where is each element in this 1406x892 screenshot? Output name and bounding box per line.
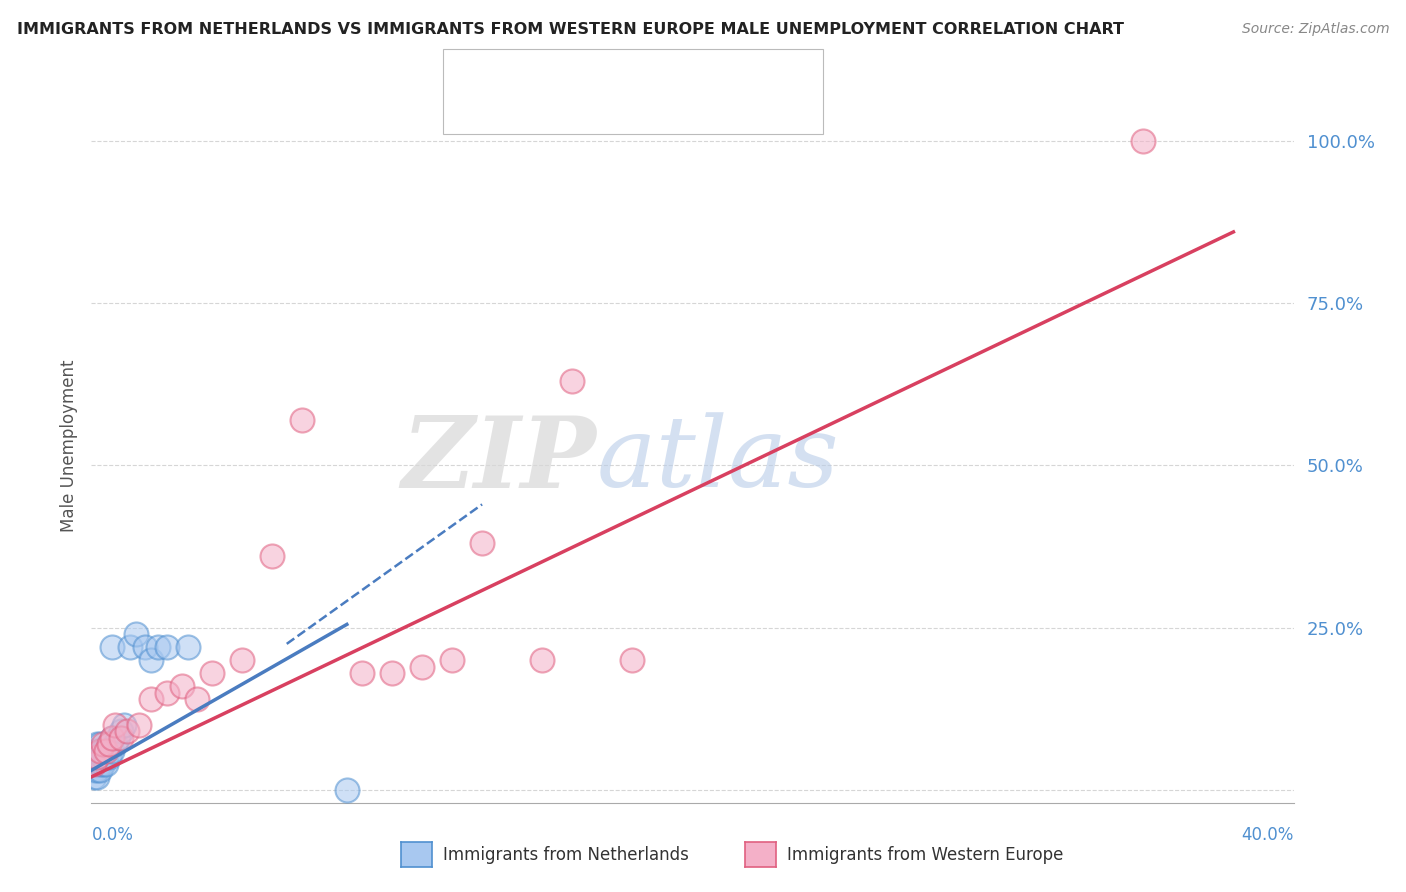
Point bbox=[201, 666, 224, 681]
Point bbox=[86, 744, 108, 758]
Point bbox=[1132, 134, 1154, 148]
Point bbox=[141, 692, 163, 706]
Point bbox=[231, 653, 253, 667]
Text: R = 0.610   N = 38: R = 0.610 N = 38 bbox=[506, 64, 690, 82]
Point bbox=[114, 718, 136, 732]
Point bbox=[101, 731, 124, 745]
Point bbox=[96, 756, 118, 771]
Point bbox=[86, 738, 108, 752]
Text: Immigrants from Western Europe: Immigrants from Western Europe bbox=[787, 846, 1064, 863]
Point bbox=[96, 744, 118, 758]
Point bbox=[107, 731, 129, 745]
Point bbox=[101, 640, 124, 654]
Point bbox=[89, 744, 111, 758]
Text: 40.0%: 40.0% bbox=[1241, 826, 1294, 844]
Point bbox=[471, 536, 494, 550]
Point bbox=[381, 666, 404, 681]
Point bbox=[155, 685, 177, 699]
Point bbox=[186, 692, 208, 706]
Point bbox=[110, 731, 132, 745]
Point bbox=[146, 640, 169, 654]
Point bbox=[170, 679, 193, 693]
Point bbox=[83, 750, 105, 764]
Point bbox=[101, 731, 124, 745]
Text: ZIP: ZIP bbox=[401, 412, 596, 508]
Point bbox=[86, 750, 108, 764]
Point bbox=[96, 750, 118, 764]
Point bbox=[128, 718, 150, 732]
Point bbox=[176, 640, 198, 654]
Point bbox=[93, 738, 115, 752]
Point bbox=[155, 640, 177, 654]
Point bbox=[110, 724, 132, 739]
Point bbox=[291, 413, 314, 427]
Text: Source: ZipAtlas.com: Source: ZipAtlas.com bbox=[1241, 22, 1389, 37]
Point bbox=[89, 744, 111, 758]
Text: atlas: atlas bbox=[596, 413, 839, 508]
Point bbox=[89, 750, 111, 764]
Text: 0.0%: 0.0% bbox=[91, 826, 134, 844]
Point bbox=[89, 738, 111, 752]
Point bbox=[134, 640, 156, 654]
Point bbox=[83, 764, 105, 778]
Point bbox=[141, 653, 163, 667]
Text: Immigrants from Netherlands: Immigrants from Netherlands bbox=[443, 846, 689, 863]
Point bbox=[86, 764, 108, 778]
Point bbox=[350, 666, 373, 681]
Point bbox=[93, 750, 115, 764]
Point bbox=[621, 653, 644, 667]
Point bbox=[93, 744, 115, 758]
Point bbox=[83, 744, 105, 758]
Point bbox=[336, 782, 359, 797]
Point bbox=[83, 756, 105, 771]
Point bbox=[89, 756, 111, 771]
Point bbox=[98, 750, 121, 764]
Point bbox=[83, 770, 105, 784]
Point bbox=[89, 764, 111, 778]
Y-axis label: Male Unemployment: Male Unemployment bbox=[59, 359, 77, 533]
Point bbox=[93, 756, 115, 771]
Point bbox=[104, 718, 127, 732]
Point bbox=[120, 640, 142, 654]
Point bbox=[101, 744, 124, 758]
Point bbox=[86, 750, 108, 764]
Point bbox=[96, 744, 118, 758]
Point bbox=[86, 770, 108, 784]
Text: R = 0.827   N = 28: R = 0.827 N = 28 bbox=[506, 99, 690, 117]
Point bbox=[98, 738, 121, 752]
Point bbox=[98, 738, 121, 752]
Text: IMMIGRANTS FROM NETHERLANDS VS IMMIGRANTS FROM WESTERN EUROPE MALE UNEMPLOYMENT : IMMIGRANTS FROM NETHERLANDS VS IMMIGRANT… bbox=[17, 22, 1123, 37]
Point bbox=[125, 627, 148, 641]
Point bbox=[561, 374, 583, 388]
Point bbox=[117, 724, 139, 739]
Point bbox=[83, 756, 105, 771]
Point bbox=[411, 659, 433, 673]
Point bbox=[440, 653, 463, 667]
Point bbox=[531, 653, 554, 667]
Point bbox=[260, 549, 283, 564]
Point bbox=[104, 738, 127, 752]
